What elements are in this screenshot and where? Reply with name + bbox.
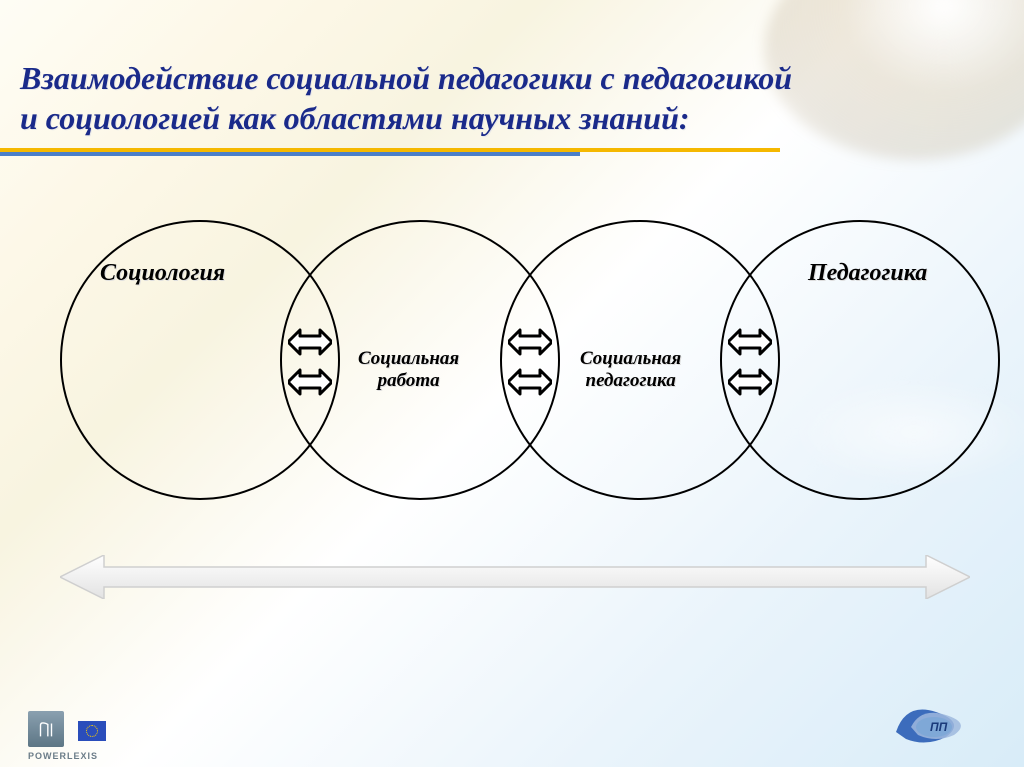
circle-label-1: Социальнаяработа — [358, 348, 459, 392]
svg-text:ПП: ПП — [930, 720, 948, 734]
title-line-1: Взаимодействие социальной педагогики с п… — [20, 60, 792, 96]
interaction-arrow-5 — [728, 368, 772, 396]
title-line-2: и социологией как областями научных знан… — [20, 100, 690, 136]
powerlexis-text: POWERLEXIS — [28, 751, 98, 761]
interaction-arrow-0 — [288, 328, 332, 356]
interaction-arrow-4 — [728, 328, 772, 356]
interaction-arrow-1 — [288, 368, 332, 396]
circle-label-3: Педагогика — [808, 260, 927, 287]
circle-label-2: Социальнаяпедагогика — [580, 348, 681, 392]
slide-title: Взаимодействие социальной педагогики с п… — [20, 58, 1004, 138]
interaction-arrow-3 — [508, 368, 552, 396]
circle-label-0: Социология — [100, 260, 225, 287]
interaction-arrow-2 — [508, 328, 552, 356]
venn-diagram: Социология Социальнаяработа Социальнаяпеда… — [60, 200, 980, 540]
bidirectional-spectrum-arrow — [60, 555, 970, 599]
bottom-right-logo: ПП — [876, 697, 996, 747]
powerlexis-icon — [28, 711, 64, 747]
title-underline — [0, 148, 780, 158]
powerlexis-logo — [28, 711, 64, 747]
eu-flag-icon — [78, 721, 106, 741]
